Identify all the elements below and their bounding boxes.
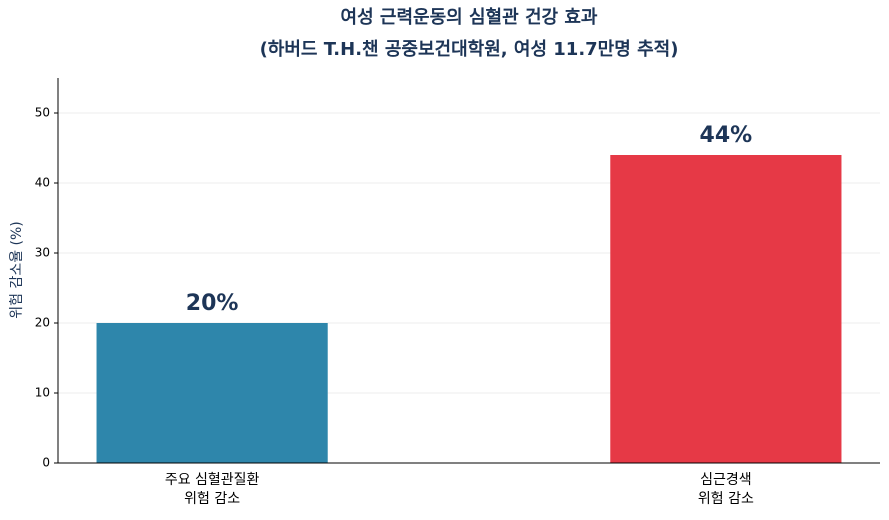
bar: [610, 155, 842, 463]
value-label: 44%: [700, 123, 753, 148]
y-axis-label: 위험 감소율 (%): [9, 221, 25, 319]
x-tick-label: 주요 심혈관질환: [165, 472, 260, 488]
x-tick-label: 위험 감소: [698, 491, 754, 507]
y-tick-label: 30: [35, 246, 50, 260]
y-tick-label: 0: [42, 456, 50, 470]
x-tick-label: 위험 감소: [184, 491, 240, 507]
bar: [96, 323, 328, 463]
x-tick-label: 심근경색: [700, 472, 752, 488]
y-tick-label: 40: [35, 176, 50, 190]
value-label: 20%: [186, 291, 239, 316]
y-tick-label: 20: [35, 316, 50, 330]
y-tick-label: 50: [35, 106, 50, 120]
y-tick-label: 10: [35, 386, 50, 400]
chart-subtitle: (하버드 T.H.챈 공중보건대학원, 여성 11.7만명 추적): [260, 38, 679, 60]
chart-title: 여성 근력운동의 심혈관 건강 효과: [341, 6, 598, 28]
